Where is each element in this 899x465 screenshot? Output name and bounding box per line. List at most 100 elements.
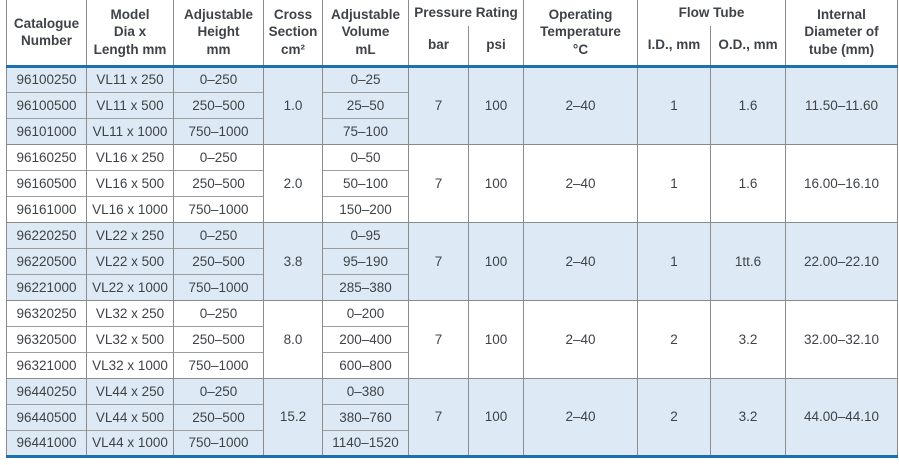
cell-volume: 150–200	[322, 195, 409, 222]
table-header: Catalogue Number Model Dia x Length mm A…	[6, 0, 898, 66]
cell-height: 250–500	[173, 247, 264, 274]
cell-catalogue: 96221000	[6, 273, 87, 300]
table-row: 96440500 VL44 x 500 250–500 380–760	[6, 403, 898, 430]
cell-volume: 285–380	[322, 273, 409, 300]
col-header-internal-diameter: Internal Diameter of tube (mm)	[785, 0, 898, 66]
cell-height: 750–1000	[173, 351, 264, 378]
cell-height: 0–250	[173, 143, 264, 170]
cell-bar: 7	[408, 143, 469, 222]
table-row: 96161000 VL16 x 1000 750–1000 150–200	[6, 195, 898, 222]
cell-id: 1	[637, 221, 711, 300]
cell-id: 2	[637, 299, 711, 378]
cell-volume: 0–200	[322, 299, 409, 326]
col-header-flow-tube: Flow Tube	[637, 0, 786, 26]
cell-internal-diameter: 32.00–32.10	[785, 299, 898, 378]
table-row: 96441000 VL44 x 1000 750–1000 1140–1520	[6, 429, 898, 456]
cell-height: 0–250	[173, 64, 264, 92]
cell-psi: 100	[468, 221, 524, 300]
cell-height: 750–1000	[173, 429, 264, 456]
cell-model: VL16 x 1000	[86, 195, 174, 222]
cell-volume: 95–190	[322, 247, 409, 274]
cell-model: VL11 x 500	[86, 91, 174, 118]
cell-od: 1.6	[710, 143, 786, 222]
cell-cross-section: 2.0	[263, 143, 323, 222]
cell-psi: 100	[468, 143, 524, 222]
cell-volume: 0–95	[322, 221, 409, 248]
cell-bar: 7	[408, 377, 469, 456]
cell-internal-diameter: 22.00–22.10	[785, 221, 898, 300]
cell-volume: 75–100	[322, 117, 409, 144]
table-row: 96320250 VL32 x 250 0–250 8.0 0–200 7 10…	[6, 299, 898, 378]
cell-height: 0–250	[173, 221, 264, 248]
cell-cross-section: 15.2	[263, 377, 323, 456]
cell-temperature: 2–40	[523, 64, 638, 144]
cell-height: 750–1000	[173, 117, 264, 144]
cell-volume: 25–50	[322, 91, 409, 118]
cell-volume: 0–25	[322, 64, 409, 92]
cell-model: VL32 x 500	[86, 325, 174, 352]
col-header-od-mm: O.D., mm	[710, 26, 786, 66]
col-header-psi: psi	[468, 26, 524, 66]
cell-model: VL32 x 250	[86, 299, 174, 326]
cell-temperature: 2–40	[523, 143, 638, 222]
table-body: 96100250 VL11 x 250 0–250 1.0 0–25 7 100…	[6, 64, 898, 456]
specifications-table: Catalogue Number Model Dia x Length mm A…	[6, 0, 898, 458]
col-header-id-mm: I.D., mm	[637, 26, 711, 66]
table-row: 96160500 VL16 x 500 250–500 50–100	[6, 169, 898, 196]
cell-od: 1.6	[710, 64, 786, 144]
col-header-bar: bar	[408, 26, 469, 66]
cell-catalogue: 96100250	[6, 64, 87, 92]
cell-volume: 1140–1520	[322, 429, 409, 456]
cell-model: VL22 x 250	[86, 221, 174, 248]
cell-height: 750–1000	[173, 195, 264, 222]
cell-model: VL11 x 1000	[86, 117, 174, 144]
cell-model: VL44 x 250	[86, 377, 174, 404]
cell-id: 1	[637, 64, 711, 144]
cell-catalogue: 96101000	[6, 117, 87, 144]
cell-volume: 200–400	[322, 325, 409, 352]
cell-volume: 600–800	[322, 351, 409, 378]
cell-id: 2	[637, 377, 711, 456]
table-row: 96101000 VL11 x 1000 750–1000 75–100	[6, 117, 898, 144]
col-header-adjustable-volume: Adjustable Volume mL	[322, 0, 409, 66]
cell-catalogue: 96220500	[6, 247, 87, 274]
cell-cross-section: 1.0	[263, 64, 323, 144]
cell-catalogue: 96160250	[6, 143, 87, 170]
cell-catalogue: 96441000	[6, 429, 87, 456]
cell-internal-diameter: 11.50–11.60	[785, 64, 898, 144]
col-header-adjustable-height: Adjustable Height mm	[173, 0, 264, 66]
table-row: 96100500 VL11 x 500 250–500 25–50	[6, 91, 898, 118]
cell-catalogue: 96440500	[6, 403, 87, 430]
cell-id: 1	[637, 143, 711, 222]
cell-temperature: 2–40	[523, 221, 638, 300]
cell-model: VL16 x 500	[86, 169, 174, 196]
cell-model: VL44 x 1000	[86, 429, 174, 456]
cell-psi: 100	[468, 64, 524, 144]
cell-height: 250–500	[173, 403, 264, 430]
cell-height: 250–500	[173, 91, 264, 118]
table-row: 96160250 VL16 x 250 0–250 2.0 0–50 7 100…	[6, 143, 898, 222]
cell-volume: 380–760	[322, 403, 409, 430]
cell-catalogue: 96440250	[6, 377, 87, 404]
cell-model: VL44 x 500	[86, 403, 174, 430]
cell-catalogue: 96161000	[6, 195, 87, 222]
cell-model: VL22 x 1000	[86, 273, 174, 300]
col-header-catalogue-number: Catalogue Number	[6, 0, 87, 66]
table-row: 96321000 VL32 x 1000 750–1000 600–800	[6, 351, 898, 378]
cell-cross-section: 8.0	[263, 299, 323, 378]
cell-height: 0–250	[173, 377, 264, 404]
cell-volume: 0–380	[322, 377, 409, 404]
cell-od: 3.2	[710, 299, 786, 378]
cell-od: 3.2	[710, 377, 786, 456]
cell-temperature: 2–40	[523, 299, 638, 378]
col-header-cross-section: Cross Section cm²	[263, 0, 323, 66]
cell-model: VL32 x 1000	[86, 351, 174, 378]
table-row: 96100250 VL11 x 250 0–250 1.0 0–25 7 100…	[6, 64, 898, 144]
cell-height: 250–500	[173, 169, 264, 196]
cell-model: VL11 x 250	[86, 64, 174, 92]
cell-catalogue: 96220250	[6, 221, 87, 248]
cell-height: 250–500	[173, 325, 264, 352]
table-row: 96221000 VL22 x 1000 750–1000 285–380	[6, 273, 898, 300]
col-header-model: Model Dia x Length mm	[86, 0, 174, 66]
